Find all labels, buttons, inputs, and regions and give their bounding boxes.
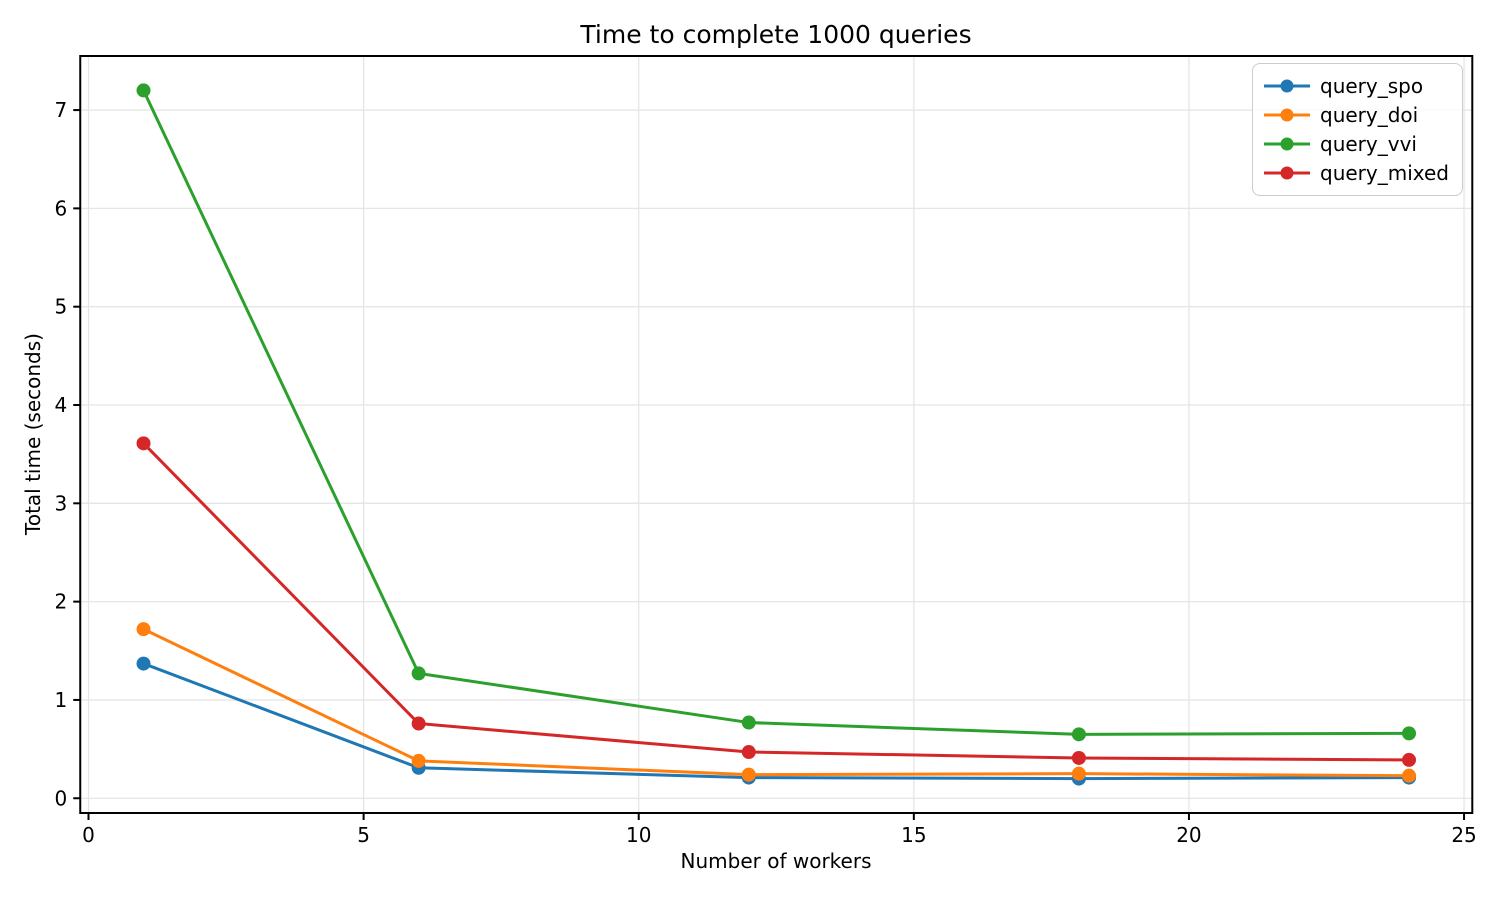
x-tick-label: 25 [1451,823,1476,847]
data-point-query_vvi-x18 [1071,727,1086,742]
x-tick-label: 20 [1176,823,1201,847]
data-point-query_doi-x6 [411,753,426,768]
legend-item-query_spo: query_spo [1264,74,1454,98]
legend-item-query_doi: query_doi [1264,103,1454,127]
legend-item-query_mixed: query_mixed [1264,161,1454,185]
data-point-query_mixed-x1 [136,436,151,451]
y-tick-label: 3 [55,491,68,515]
y-tick-label: 2 [55,590,68,614]
data-point-query_vvi-x24 [1402,726,1417,741]
x-tick-label: 0 [82,823,95,847]
x-tick-label: 10 [626,823,651,847]
data-point-query_spo-x1 [136,656,151,671]
legend-marker-icon [1264,78,1310,94]
data-point-query_doi-x18 [1071,766,1086,781]
plot-spines [79,55,1474,814]
legend-item-query_vvi: query_vvi [1264,132,1454,156]
legend-marker-icon [1264,165,1310,181]
y-axis-label: Total time (seconds) [21,333,45,535]
y-tick-label: 6 [55,196,68,220]
chart-title: Time to complete 1000 queries [580,20,972,49]
legend-label: query_doi [1320,102,1419,127]
x-tick-label: 15 [901,823,926,847]
data-point-query_mixed-x12 [741,745,756,760]
data-point-query_doi-x24 [1402,768,1417,783]
data-point-query_mixed-x24 [1402,752,1417,767]
y-tick-label: 7 [55,98,68,122]
x-axis-label: Number of workers [680,849,872,873]
data-point-query_doi-x1 [136,622,151,637]
data-point-query_vvi-x6 [411,666,426,681]
data-point-query_vvi-x1 [136,83,151,98]
y-tick-label: 5 [55,295,68,319]
data-point-query_mixed-x6 [411,716,426,731]
data-point-query_mixed-x18 [1071,750,1086,765]
legend: query_spo query_doi query_vvi query_mixed [1252,63,1463,196]
legend-label: query_spo [1320,73,1424,98]
legend-label: query_vvi [1320,132,1417,157]
legend-marker-icon [1264,136,1310,152]
data-point-query_vvi-x12 [741,715,756,730]
y-tick-label: 4 [55,393,68,417]
legend-marker-icon [1264,107,1310,123]
data-point-query_doi-x12 [741,767,756,782]
legend-label: query_mixed [1320,161,1449,186]
y-tick-label: 0 [55,786,68,810]
y-tick-label: 1 [55,688,68,712]
x-tick-label: 5 [357,823,370,847]
